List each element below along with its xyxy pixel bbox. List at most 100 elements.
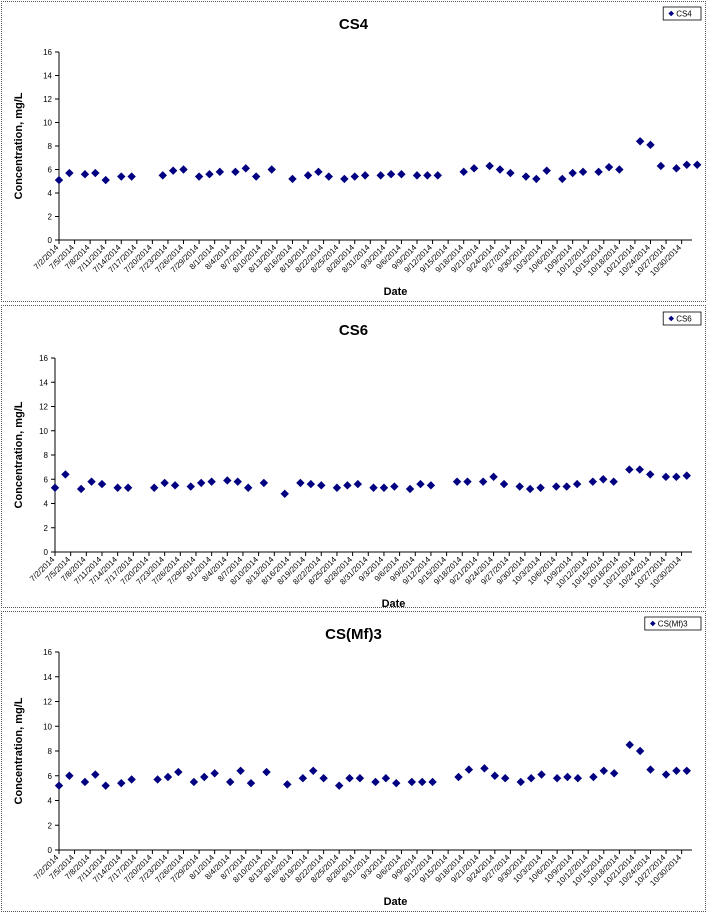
data-point-cs4 bbox=[672, 164, 681, 173]
y-tick-label: 12 bbox=[43, 698, 52, 707]
data-point-cs6 bbox=[50, 483, 60, 492]
data-point-cs4 bbox=[604, 162, 614, 172]
y-axis-label-csmf3: Concentration, mg/L bbox=[13, 697, 25, 804]
data-point-cs4 bbox=[179, 165, 188, 174]
data-point-cs4 bbox=[542, 166, 551, 175]
data-point-csmf3 bbox=[672, 766, 681, 775]
data-point-cs6 bbox=[463, 477, 472, 486]
data-point-cs4 bbox=[615, 165, 624, 174]
data-point-cs6 bbox=[353, 479, 363, 489]
data-point-cs6 bbox=[369, 483, 378, 492]
data-point-cs6 bbox=[405, 484, 415, 494]
data-point-cs4 bbox=[288, 174, 297, 184]
data-point-cs4 bbox=[267, 165, 276, 174]
data-point-cs4 bbox=[215, 167, 225, 177]
data-point-cs4 bbox=[495, 165, 505, 174]
data-point-csmf3 bbox=[127, 775, 136, 784]
data-point-cs4 bbox=[656, 161, 666, 171]
y-tick-label: 8 bbox=[48, 747, 53, 756]
data-point-csmf3 bbox=[646, 765, 655, 774]
data-point-cs6 bbox=[452, 477, 462, 486]
data-point-csmf3 bbox=[417, 777, 427, 787]
x-axis-label-cs4: Date bbox=[384, 286, 408, 298]
x-axis-label-csmf3: Date bbox=[384, 896, 408, 908]
data-point-csmf3 bbox=[661, 770, 671, 779]
data-point-cs6 bbox=[379, 483, 389, 492]
y-tick-label: 6 bbox=[48, 772, 53, 781]
data-point-cs4 bbox=[469, 164, 479, 173]
data-point-cs6 bbox=[478, 477, 488, 486]
data-point-csmf3 bbox=[407, 777, 417, 787]
x-axis-label-cs6: Date bbox=[382, 598, 406, 607]
y-tick-label: 16 bbox=[43, 648, 52, 657]
data-point-cs6 bbox=[499, 479, 509, 489]
data-point-cs4 bbox=[91, 168, 100, 178]
data-point-cs6 bbox=[515, 482, 524, 491]
y-tick-label: 16 bbox=[43, 48, 52, 57]
data-point-csmf3 bbox=[283, 780, 292, 789]
data-point-cs6 bbox=[489, 472, 498, 482]
legend-label: CS4 bbox=[676, 10, 692, 19]
legend-marker bbox=[650, 620, 656, 627]
legend-label: CS6 bbox=[676, 315, 692, 324]
data-point-csmf3 bbox=[552, 774, 562, 783]
data-point-cs6 bbox=[76, 484, 86, 494]
data-point-cs4 bbox=[376, 171, 385, 180]
data-point-cs6 bbox=[243, 483, 253, 492]
data-point-csmf3 bbox=[428, 777, 437, 787]
data-point-csmf3 bbox=[54, 781, 64, 790]
data-point-csmf3 bbox=[537, 770, 546, 779]
chart-title-csmf3: CS(Mf)3 bbox=[325, 626, 382, 643]
data-point-cs4 bbox=[158, 171, 167, 180]
data-point-csmf3 bbox=[174, 767, 183, 777]
data-point-csmf3 bbox=[490, 771, 500, 780]
legend-marker bbox=[668, 315, 674, 322]
data-point-cs4 bbox=[423, 171, 432, 180]
y-tick-label: 14 bbox=[43, 673, 52, 682]
y-tick-label: 2 bbox=[44, 524, 49, 533]
data-point-csmf3 bbox=[573, 774, 583, 783]
data-point-csmf3 bbox=[80, 777, 90, 787]
data-point-cs4 bbox=[324, 172, 334, 181]
legend-cs4: CS4 bbox=[662, 6, 702, 21]
chart-panel-csmf3: CS(Mf)3 0 2 4 6 8 10 12 14 16 7/2/2014 7/5/2014 7/8/… bbox=[1, 611, 706, 912]
chart-title-cs6: CS6 bbox=[339, 322, 368, 339]
data-point-cs4 bbox=[168, 166, 178, 175]
data-point-csmf3 bbox=[589, 772, 598, 782]
data-point-cs6 bbox=[343, 481, 352, 490]
data-point-cs4 bbox=[578, 167, 588, 177]
data-point-cs6 bbox=[682, 471, 691, 480]
data-point-csmf3 bbox=[355, 774, 365, 783]
data-point-cs4 bbox=[521, 172, 531, 181]
data-point-cs4 bbox=[386, 170, 396, 179]
data-point-cs4 bbox=[594, 167, 603, 177]
data-point-cs4 bbox=[635, 137, 645, 146]
data-point-csmf3 bbox=[516, 777, 525, 787]
y-tick-label: 6 bbox=[44, 475, 49, 484]
data-point-cs4 bbox=[692, 160, 702, 169]
data-point-cs6 bbox=[588, 477, 597, 486]
data-point-cs6 bbox=[160, 478, 169, 488]
data-point-cs4 bbox=[506, 168, 515, 178]
data-point-cs4 bbox=[360, 171, 370, 180]
data-point-cs4 bbox=[205, 170, 214, 179]
data-point-csmf3 bbox=[153, 775, 162, 784]
data-point-cs6 bbox=[150, 483, 159, 492]
y-tick-label: 12 bbox=[39, 403, 48, 412]
data-point-csmf3 bbox=[480, 764, 489, 773]
y-tick-label: 10 bbox=[43, 119, 52, 128]
data-point-cs4 bbox=[682, 160, 692, 169]
data-point-csmf3 bbox=[117, 778, 126, 788]
data-point-cs6 bbox=[426, 481, 436, 490]
y-tick-label: 0 bbox=[44, 548, 49, 557]
data-point-csmf3 bbox=[371, 777, 380, 787]
data-point-cs4 bbox=[80, 170, 90, 179]
data-point-cs4 bbox=[314, 167, 323, 177]
data-point-csmf3 bbox=[226, 777, 235, 787]
data-point-cs6 bbox=[609, 477, 618, 486]
data-point-cs4 bbox=[568, 168, 577, 178]
data-point-cs4 bbox=[241, 164, 250, 173]
y-tick-label: 10 bbox=[39, 427, 48, 436]
data-point-cs6 bbox=[87, 477, 96, 486]
